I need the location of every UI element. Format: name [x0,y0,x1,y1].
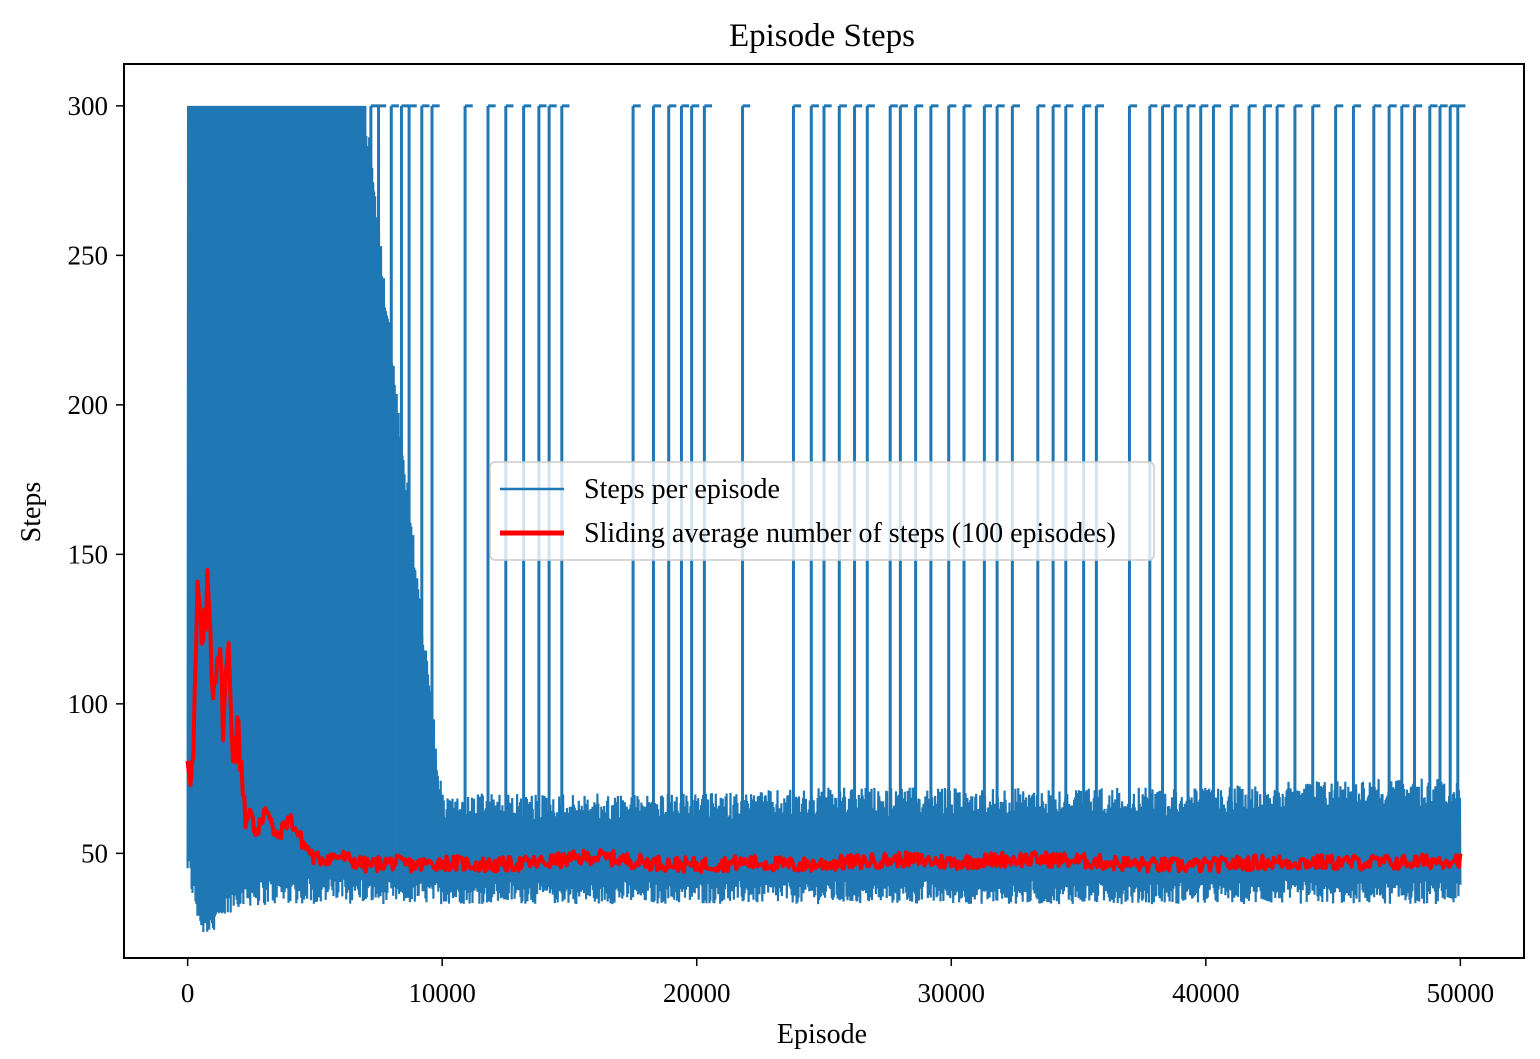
x-tick-label: 20000 [663,978,731,1008]
y-tick-label: 100 [68,689,109,719]
series-sliding-average [185,568,1463,875]
tick-layer: 0 10000 20000 30000 40000 50000 50 100 150 200 250… [68,91,1495,1008]
y-tick-label: 150 [68,539,109,569]
x-tick-label: 0 [181,978,195,1008]
x-tick-label: 40000 [1172,978,1240,1008]
x-tick-label: 50000 [1427,978,1495,1008]
x-axis-label: Episode [777,1019,867,1050]
legend-entry-sliding-average: Sliding average number of steps (100 epi… [584,518,1116,549]
legend-entry-steps-per-episode: Steps per episode [584,474,780,505]
y-tick-label: 200 [68,390,109,420]
legend: Steps per episode Sliding average number … [489,461,1155,561]
y-axis-label: Steps [16,482,47,543]
y-tick-label: 250 [68,240,109,270]
legend-box [489,461,1155,561]
x-tick-label: 10000 [408,978,476,1008]
axes-frame [123,63,1525,959]
x-tick-label: 30000 [918,978,986,1008]
chart-title: Episode Steps [729,18,915,54]
y-tick-label: 300 [68,91,109,121]
y-tick-label: 50 [81,838,108,868]
